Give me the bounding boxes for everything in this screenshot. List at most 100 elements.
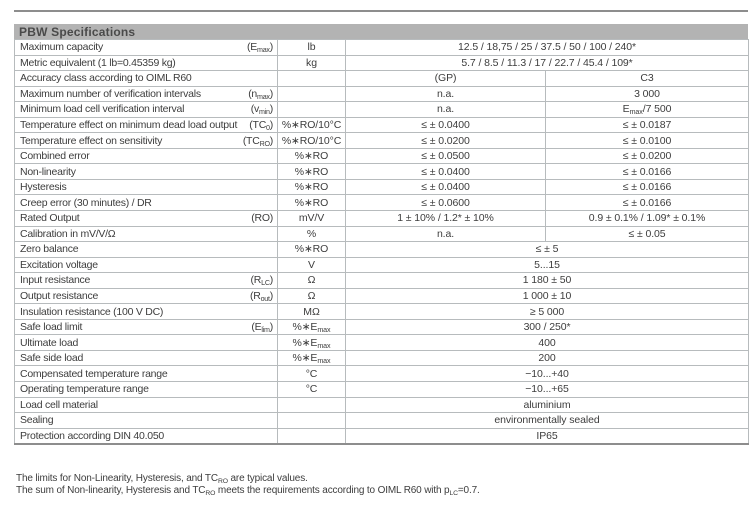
unit-cell: %∗RO/10°C: [277, 132, 346, 149]
param-label: Ultimate load: [20, 336, 79, 349]
value-cell: ≤ ± 0.0500: [345, 147, 546, 165]
footnotes: The limits for Non-Linearity, Hysteresis…: [16, 473, 480, 497]
param-label: Safe load limit: [20, 321, 83, 334]
param-label: Minimum load cell verification interval: [20, 103, 185, 116]
section-header-bar: PBW Specifications: [14, 24, 748, 39]
unit-cell: %∗RO: [277, 194, 346, 212]
top-divider-rule: [14, 10, 748, 12]
param-label: Accuracy class according to OIML R60: [20, 72, 192, 85]
unit-cell: %∗RO: [277, 163, 346, 180]
unit-cell: %∗Emax: [277, 334, 346, 351]
value-cell: ≤ ± 0.0400: [345, 116, 546, 134]
param-cell: Ultimate load: [14, 334, 278, 351]
unit-cell: %∗Emax: [277, 318, 346, 336]
value-cell: ≤ ± 0.0100: [544, 132, 750, 149]
spec-row: Excitation voltage V 5...15: [14, 256, 750, 274]
param-label: Load cell material: [20, 398, 98, 411]
value-cell-spanned: 5...15: [344, 256, 750, 274]
param-cell: Accuracy class according to OIML R60: [14, 70, 278, 87]
value-cell: ≤ ± 0.0400: [345, 163, 546, 180]
value-cell: ≤ ± 0.0187: [544, 116, 750, 134]
unit-cell: mV/V: [277, 210, 346, 227]
value-cell: Emax/7 500: [544, 101, 750, 118]
spec-row: Output resistance (Rout) Ω 1 000 ± 10: [14, 287, 750, 305]
param-cell: Zero balance: [14, 241, 278, 258]
value-cell: ≤ ± 0.0200: [544, 147, 750, 165]
value-cell: n.a.: [345, 85, 546, 103]
param-label: Rated Output: [20, 212, 80, 225]
param-symbol: (Emax): [247, 41, 273, 55]
param-label: Output resistance: [20, 290, 99, 303]
value-cell: C3: [544, 70, 750, 87]
param-symbol: (RLC): [250, 274, 274, 288]
unit-cell: kg: [277, 54, 346, 72]
param-cell: Compensated temperature range: [14, 365, 278, 383]
spec-table-body: Maximum capacity (Emax) lb 12.5 / 18,75 / 2…: [14, 39, 750, 445]
value-cell: ≤ ± 0.0200: [345, 132, 546, 149]
unit-cell: %∗Emax: [277, 349, 346, 367]
param-cell: Maximum number of verification intervals…: [14, 85, 278, 103]
param-cell: Temperature effect on sensitivity (TCRO): [14, 132, 278, 149]
param-cell: Sealing: [14, 412, 278, 429]
param-cell: Input resistance (RLC): [14, 272, 278, 289]
specifications-table: Maximum capacity (Emax) lb 12.5 / 18,75 / 2…: [14, 39, 750, 445]
unit-cell: Ω: [277, 272, 346, 289]
footnote-line: The limits for Non-Linearity, Hysteresis…: [16, 473, 308, 485]
value-cell-spanned: −10...+40: [344, 365, 750, 383]
param-label: Hysteresis: [20, 181, 67, 194]
value-cell-spanned: aluminium: [344, 396, 750, 414]
unit-cell: °C: [277, 365, 346, 383]
value-cell-spanned: 1 000 ± 10: [344, 287, 750, 305]
unit-cell: Ω: [277, 287, 346, 305]
param-label: Sealing: [20, 414, 54, 427]
param-symbol: (TC0): [249, 119, 273, 132]
spec-row: Ultimate load %∗Emax 400: [14, 334, 750, 351]
spec-row: Accuracy class according to OIML R60 (GP)…: [14, 70, 750, 87]
spec-row: Creep error (30 minutes) / DR %∗RO ≤ ± 0.0…: [14, 194, 750, 212]
value-cell-spanned: environmentally sealed: [344, 412, 750, 429]
value-cell: n.a.: [345, 225, 546, 243]
param-symbol: (TCRO): [242, 134, 273, 148]
spec-row: Protection according DIN 40.050 IP65: [14, 427, 750, 445]
value-cell: 3 000: [544, 85, 750, 103]
spec-row: Compensated temperature range °C −10...+40: [14, 365, 750, 383]
param-symbol: (vmin): [250, 103, 273, 117]
param-label: Protection according DIN 40.050: [20, 429, 165, 442]
unit-cell: %∗RO/10°C: [277, 116, 346, 134]
value-cell: ≤ ± 0.0400: [345, 178, 546, 196]
unit-cell: %∗RO: [277, 241, 346, 258]
param-label: Temperature effect on minimum dead load …: [20, 119, 238, 131]
value-cell-spanned: ≥ 5 000: [344, 303, 750, 320]
value-cell: ≤ ± 0.05: [544, 225, 750, 243]
param-cell: Minimum load cell verification interval (…: [14, 101, 278, 118]
spec-row: Rated Output (RO) mV/V 1 ± 10% / 1.2* ± 10%…: [14, 210, 750, 227]
spec-row: Non-linearity %∗RO ≤ ± 0.0400 ≤ ± 0.0166: [14, 163, 750, 180]
spec-row: Zero balance %∗RO ≤ ± 5: [14, 241, 750, 258]
spec-row: Insulation resistance (100 V DC) MΩ ≥ 5 00…: [14, 303, 750, 320]
value-cell-spanned: 300 / 250*: [344, 318, 750, 336]
spec-row: Maximum capacity (Emax) lb 12.5 / 18,75 / 2…: [14, 39, 750, 56]
param-label: Metric equivalent (1 lb=0.45359 kg): [20, 56, 176, 69]
param-cell: Insulation resistance (100 V DC): [14, 303, 278, 320]
spec-row: Metric equivalent (1 lb=0.45359 kg) kg 5.7…: [14, 54, 750, 72]
spec-row: Maximum number of verification intervals…: [14, 85, 750, 103]
unit-cell: [277, 70, 346, 87]
spec-row: Operating temperature range °C −10...+65: [14, 381, 750, 398]
param-cell: Operating temperature range: [14, 381, 278, 398]
param-cell: Creep error (30 minutes) / DR: [14, 194, 278, 212]
param-cell: Safe load limit (Elim): [14, 318, 278, 336]
spec-row: Safe load limit (Elim) %∗Emax 300 / 250*: [14, 318, 750, 336]
param-cell: Calibration in mV/V/Ω: [14, 225, 278, 243]
spec-row: Minimum load cell verification interval (…: [14, 101, 750, 118]
param-label: Calibration in mV/V/Ω: [20, 227, 116, 240]
param-symbol: (RO): [251, 212, 273, 225]
value-cell: (GP): [345, 70, 546, 87]
param-label: Maximum number of verification intervals: [20, 87, 201, 100]
param-cell: Non-linearity: [14, 163, 278, 180]
value-cell: ≤ ± 0.0600: [345, 194, 546, 212]
value-cell-spanned: 12.5 / 18,75 / 25 / 37.5 / 50 / 100 / 24…: [344, 39, 750, 56]
param-label: Zero balance: [20, 243, 79, 256]
page-title: PBW Specifications: [19, 24, 136, 39]
spec-row: Input resistance (RLC) Ω 1 180 ± 50: [14, 272, 750, 289]
unit-cell: [277, 412, 346, 429]
